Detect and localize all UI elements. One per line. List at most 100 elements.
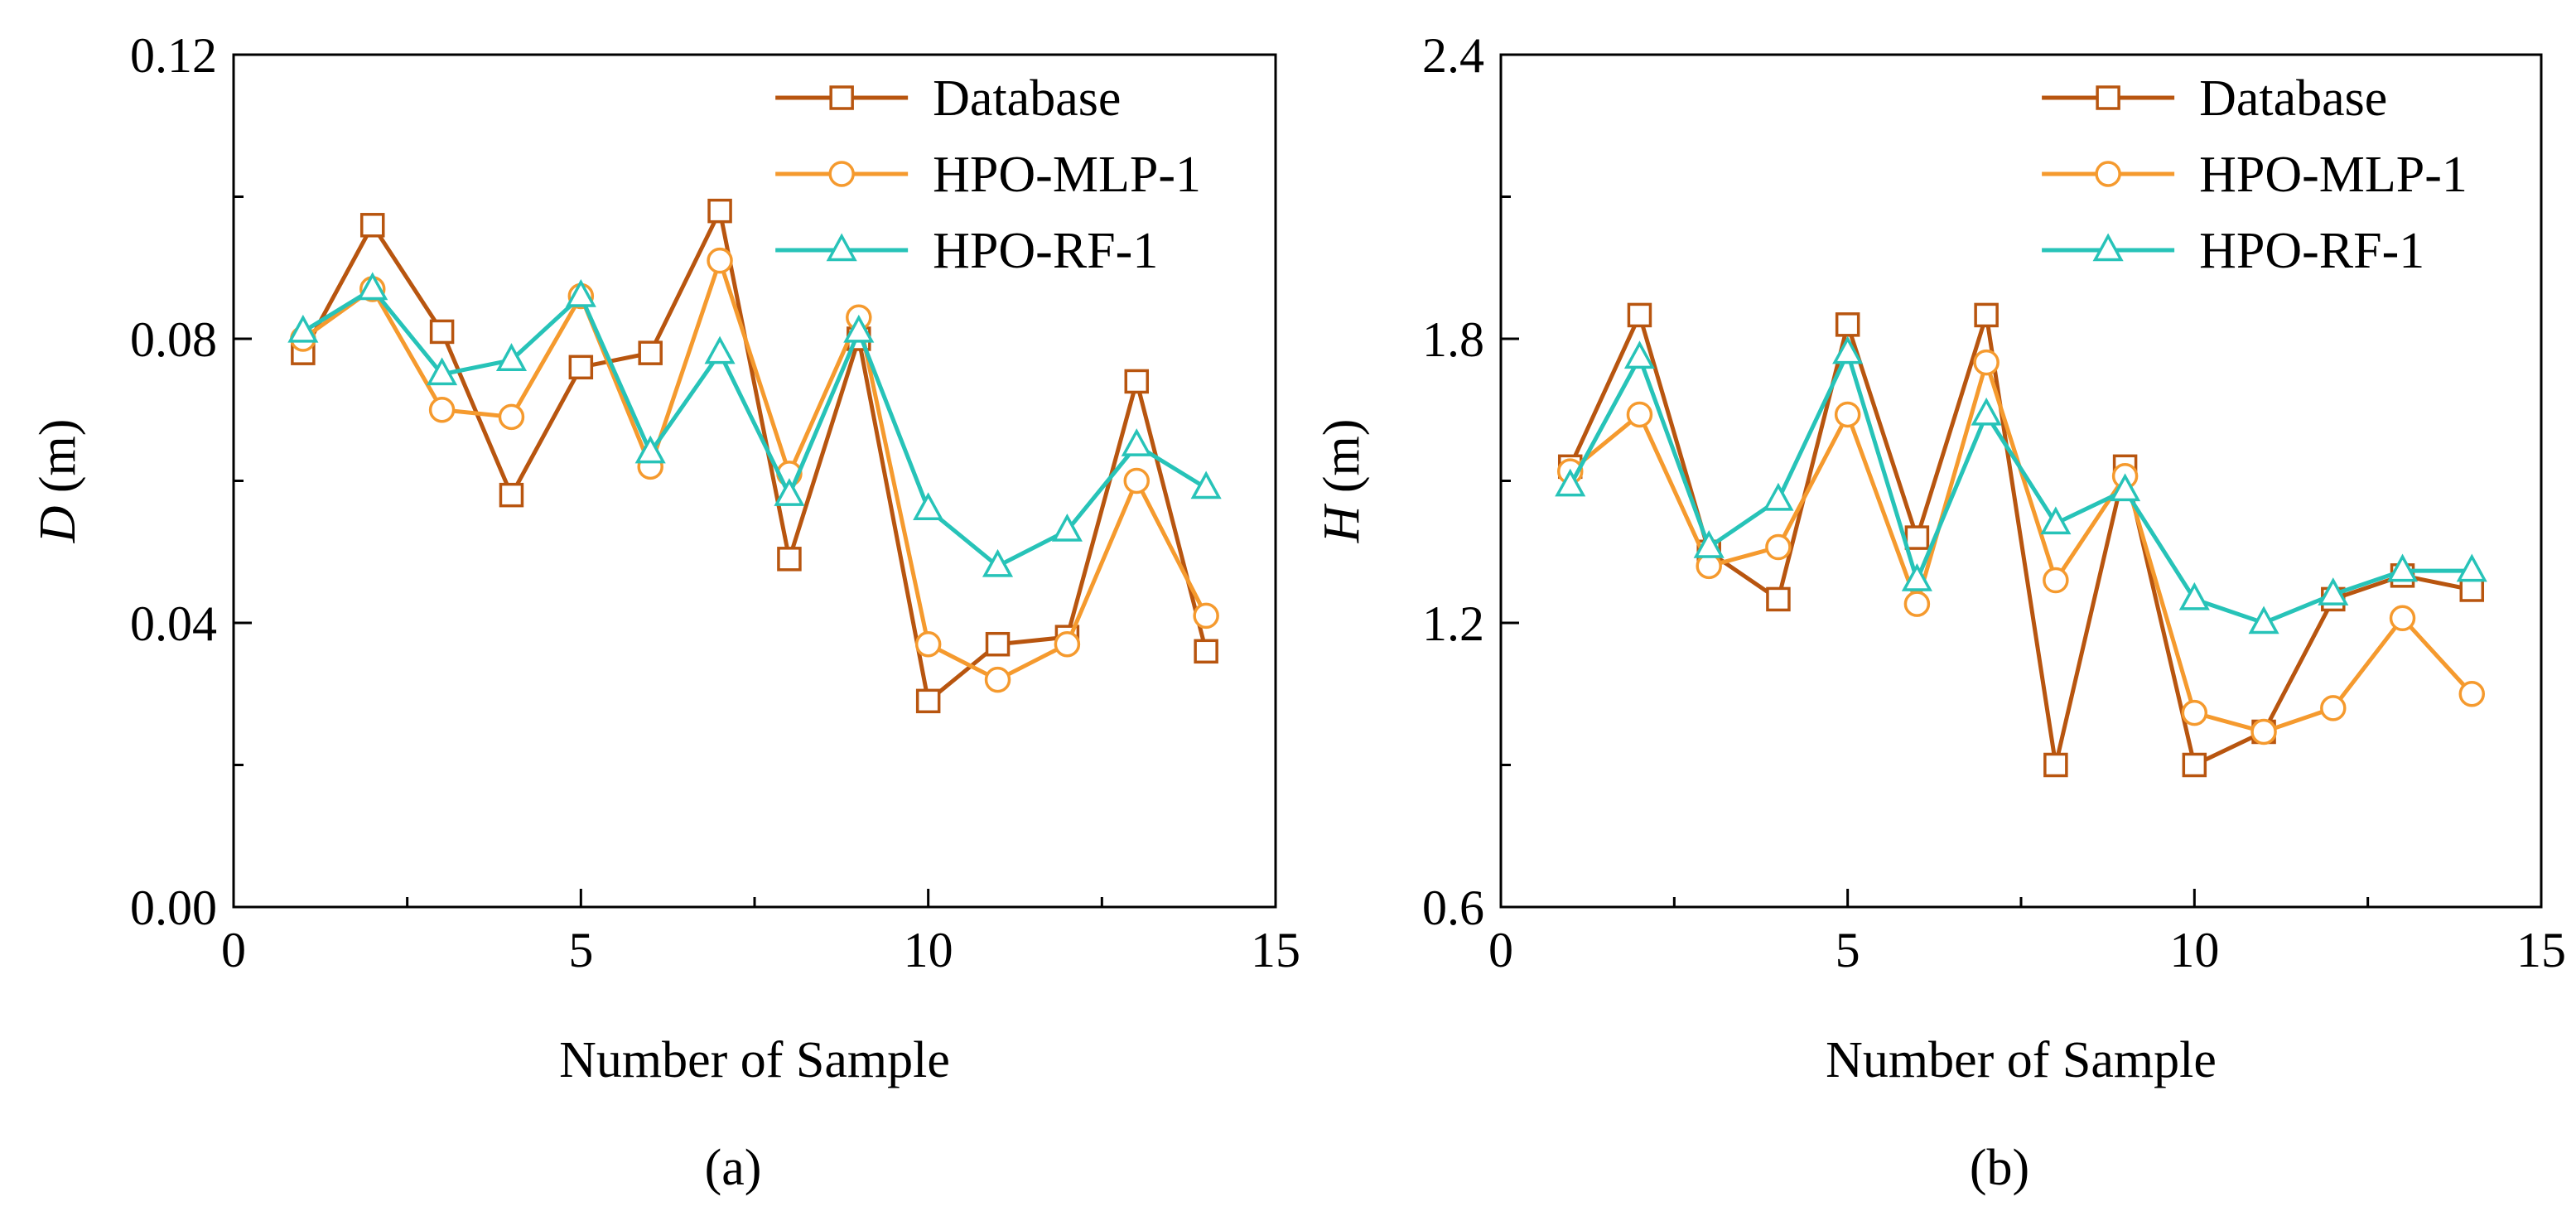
data-point	[774, 478, 805, 506]
legend-label: Database	[933, 70, 1121, 127]
data-point	[498, 403, 525, 431]
data-point	[707, 198, 732, 224]
data-point	[359, 213, 385, 238]
legend-item: HPO-MLP-1	[775, 147, 1201, 203]
data-point	[1121, 428, 1152, 456]
y-tick-label: 2.4	[1422, 28, 1484, 83]
legend-label: HPO-RF-1	[933, 223, 1158, 279]
legend-marker	[829, 85, 854, 110]
data-point	[2320, 695, 2347, 721]
data-point	[843, 314, 875, 343]
data-point	[1973, 349, 2000, 376]
y-tick-label: 0.08	[130, 312, 217, 367]
data-point	[777, 547, 802, 572]
chart-panel-a: 0 5 10 15 0.00 0.04 0.08 0.12 Database HPO-MLP-1 H…	[30, 28, 1300, 1196]
data-point	[985, 631, 1011, 657]
data-point	[499, 482, 524, 508]
data-point	[704, 335, 736, 364]
data-point	[1123, 467, 1151, 495]
x-tick-label: 5	[568, 923, 593, 977]
panel-label: (b)	[1970, 1140, 2029, 1196]
legend-marker	[2096, 85, 2120, 110]
legend-item: HPO-RF-1	[2042, 223, 2424, 279]
data-point	[2458, 681, 2486, 707]
series-rf	[1555, 335, 2487, 634]
y-tick-label: 1.8	[1422, 312, 1484, 367]
plot-area: 0 5 10 15 0.6 1.2 1.8 2.4 Database HPO-MLP-1 HPO-R…	[1422, 28, 2566, 977]
data-point	[1623, 340, 1656, 369]
data-point	[1051, 513, 1083, 542]
data-point	[638, 340, 663, 365]
y-axis-symbol: H	[1314, 503, 1370, 543]
series-database	[1557, 302, 2485, 778]
x-tick-label: 15	[2516, 923, 2566, 977]
legend-item: Database	[775, 70, 1121, 127]
x-tick-label: 0	[221, 923, 246, 977]
legend-marker	[828, 161, 855, 187]
plot-area: 0 5 10 15 0.00 0.04 0.08 0.12 Database HPO-MLP-1 H…	[130, 28, 1300, 977]
data-point	[2248, 606, 2279, 634]
x-tick-label: 10	[2169, 923, 2219, 977]
legend-marker	[826, 233, 857, 262]
data-point	[429, 319, 455, 345]
data-point	[1190, 470, 1222, 499]
data-point	[1766, 586, 1791, 612]
x-tick-label: 10	[904, 923, 953, 977]
legend-label: HPO-RF-1	[2199, 223, 2424, 279]
y-axis-unit: (m)	[30, 419, 86, 506]
data-point	[2250, 718, 2277, 745]
data-point	[707, 247, 733, 274]
data-point	[2389, 605, 2416, 632]
data-point	[428, 397, 456, 423]
x-axis-label: Number of Sample	[559, 1032, 950, 1088]
data-point	[2181, 699, 2208, 726]
data-point	[2110, 473, 2141, 502]
data-point	[1835, 312, 1860, 337]
data-point	[1903, 591, 1931, 617]
y-tick-label: 0.00	[130, 881, 217, 935]
legend: Database HPO-MLP-1 HPO-RF-1	[775, 70, 1201, 279]
y-axis-unit: (m)	[1314, 419, 1370, 506]
data-point	[1971, 397, 2002, 426]
x-axis-label: Number of Sample	[1826, 1032, 2217, 1088]
data-point	[1904, 525, 1930, 550]
data-point	[2386, 553, 2419, 582]
data-point	[1193, 602, 1219, 630]
data-point	[2178, 581, 2210, 610]
data-point	[427, 357, 458, 386]
y-tick-label: 0.6	[1422, 881, 1484, 935]
legend: Database HPO-MLP-1 HPO-RF-1	[2042, 70, 2467, 279]
legend-item: HPO-MLP-1	[2042, 147, 2467, 203]
data-point	[2459, 577, 2485, 602]
data-point	[2456, 553, 2487, 582]
data-point	[1555, 468, 1586, 497]
data-point	[287, 314, 319, 343]
legend-label: Database	[2199, 70, 2387, 127]
panel-label: (a)	[705, 1140, 762, 1196]
data-point	[915, 688, 941, 714]
data-point	[1693, 529, 1725, 558]
data-point	[1054, 630, 1081, 658]
data-point	[634, 435, 666, 464]
data-point	[357, 272, 388, 301]
y-axis-label: H (m)	[1314, 419, 1370, 544]
y-tick-label: 0.04	[130, 596, 217, 651]
series-line	[1568, 347, 2472, 625]
y-axis-symbol: D	[30, 506, 86, 544]
data-point	[1627, 302, 1652, 328]
y-tick-label: 0.12	[130, 28, 217, 83]
legend-marker	[2092, 233, 2124, 262]
data-point	[2043, 752, 2068, 778]
data-point	[1834, 401, 1861, 428]
data-point	[1974, 302, 1999, 328]
chart-panel-b: 0 5 10 15 0.6 1.2 1.8 2.4 Database HPO-MLP-1 HPO-R…	[1314, 28, 2566, 1196]
legend-label: HPO-MLP-1	[933, 147, 1201, 203]
x-tick-label: 0	[1488, 923, 1513, 977]
x-tick-label: 15	[1251, 923, 1300, 977]
y-axis-label: D (m)	[30, 419, 86, 544]
data-point	[1832, 335, 1864, 364]
data-point	[982, 548, 1014, 577]
legend-label: HPO-MLP-1	[2199, 147, 2467, 203]
data-point	[2043, 567, 2069, 594]
